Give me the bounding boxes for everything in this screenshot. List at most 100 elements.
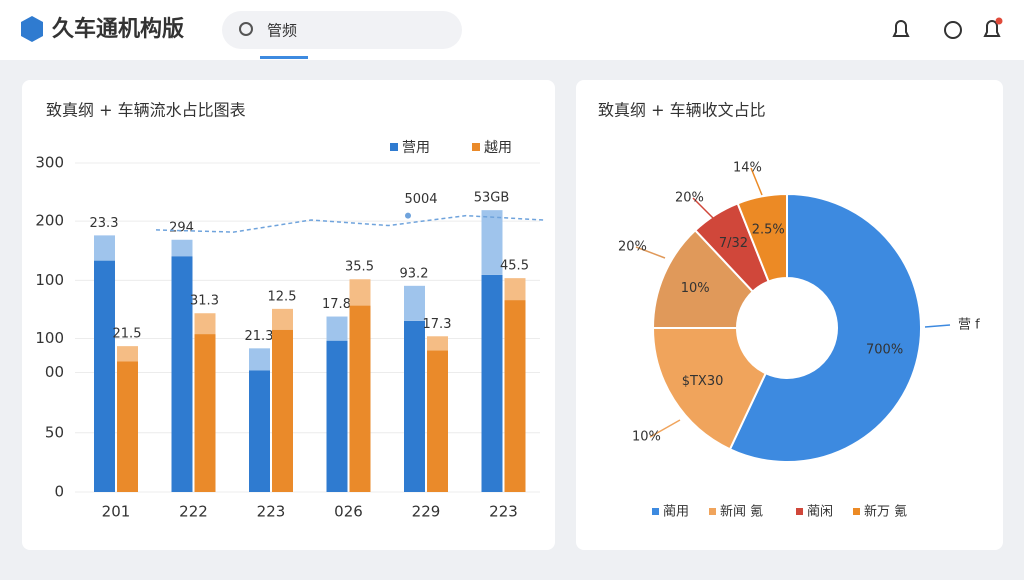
bar-label: 21.5 bbox=[113, 327, 142, 342]
bar-top bbox=[404, 285, 425, 321]
bar bbox=[117, 361, 138, 492]
bar-label: 12.5 bbox=[268, 289, 297, 304]
search-icon bbox=[239, 22, 253, 36]
x-tick-label: 223 bbox=[257, 503, 286, 521]
legend-swatch bbox=[652, 508, 659, 515]
bar-top bbox=[194, 313, 216, 335]
callout-label: 20% bbox=[618, 240, 647, 255]
bar-top bbox=[427, 336, 448, 351]
y-tick-label: 00 bbox=[45, 363, 64, 381]
bar bbox=[171, 256, 193, 492]
bar bbox=[427, 350, 448, 492]
bar bbox=[404, 320, 425, 492]
bar-label: 17.8 bbox=[322, 297, 351, 312]
y-tick-label: 50 bbox=[45, 423, 64, 441]
bar-label: 53GB bbox=[474, 191, 510, 206]
legend-label: 越用 bbox=[484, 140, 512, 156]
callout-label: 20% bbox=[675, 191, 704, 206]
pie-slice bbox=[736, 192, 788, 283]
bell-icon[interactable] bbox=[892, 20, 910, 37]
logo bbox=[21, 16, 43, 42]
bar bbox=[326, 340, 348, 492]
slice-label: $TX30 bbox=[682, 374, 724, 389]
pie-card bbox=[576, 80, 1003, 550]
y-tick-label: 100 bbox=[35, 271, 64, 289]
slice-label: 700% bbox=[866, 342, 903, 357]
x-tick-label: 223 bbox=[489, 503, 518, 521]
pie-chart: 700% 营 f $TX30 10% 10% 20% 7/32 20% 2.5% 14% 蔺用 新闻 … bbox=[618, 161, 980, 520]
legend-label: 新闻 氪 bbox=[720, 504, 763, 520]
y-tick-label: 200 bbox=[35, 212, 64, 230]
bar-title: 致真纲 + 车辆流水占比图表 bbox=[46, 101, 246, 120]
callout-label: 10% bbox=[632, 430, 661, 445]
tab-indicator bbox=[260, 56, 308, 59]
bar-top bbox=[481, 210, 503, 275]
legend-swatch bbox=[796, 508, 803, 515]
bar-label: 23.3 bbox=[90, 216, 119, 231]
bar bbox=[194, 334, 216, 492]
bar-label: 17.3 bbox=[423, 317, 452, 332]
bar-top bbox=[504, 278, 526, 301]
legend-label: 蔺闲 bbox=[807, 505, 833, 520]
bar-label: 93.2 bbox=[400, 266, 429, 281]
y-tick-label: 100 bbox=[35, 329, 64, 347]
slice-label: 10% bbox=[681, 281, 710, 296]
legend-swatch bbox=[853, 508, 860, 515]
bar-label: 45.5 bbox=[500, 259, 529, 274]
legend-swatch bbox=[472, 143, 480, 151]
bar-label: 31.3 bbox=[190, 294, 219, 309]
bar-top bbox=[272, 308, 293, 330]
legend-label: 蔺用 bbox=[663, 505, 689, 520]
y-tick-label: 0 bbox=[54, 483, 64, 501]
trend-marker bbox=[405, 212, 411, 219]
pie-title: 致真纲 + 车辆收文占比 bbox=[598, 101, 766, 120]
slice-label: 2.5% bbox=[752, 222, 785, 237]
chat-icon[interactable] bbox=[944, 21, 962, 39]
pie-slice bbox=[651, 228, 755, 329]
bar-top bbox=[249, 348, 270, 371]
legend-label: 新万 氪 bbox=[864, 504, 907, 520]
callout-line bbox=[649, 419, 681, 438]
callout-line bbox=[692, 197, 721, 226]
x-tick-label: 026 bbox=[334, 503, 363, 521]
bar bbox=[504, 300, 526, 492]
pie-slice bbox=[651, 327, 768, 451]
bar bbox=[94, 260, 115, 492]
header-bar bbox=[0, 0, 1024, 60]
legend-swatch bbox=[709, 508, 716, 515]
bar bbox=[349, 305, 371, 492]
app-title: 久车通机构版 bbox=[52, 16, 184, 42]
search-box[interactable] bbox=[222, 11, 462, 49]
x-tick-label: 201 bbox=[102, 503, 131, 521]
annotation: 5004 bbox=[404, 192, 437, 207]
bar bbox=[481, 274, 503, 492]
bar-label: 21.3 bbox=[245, 329, 274, 344]
callout-line bbox=[924, 324, 951, 328]
bar-top bbox=[326, 316, 348, 341]
legend-label: 营用 bbox=[402, 140, 430, 156]
bar-top bbox=[117, 346, 138, 362]
bar bbox=[249, 370, 270, 492]
callout-label: 14% bbox=[733, 161, 762, 176]
x-tick-label: 222 bbox=[179, 503, 208, 521]
bar-chart: 0 50 00 100 100 200 300 201 222 223 026 229 223 23.3 2… bbox=[35, 140, 544, 521]
trend-line bbox=[155, 214, 544, 233]
bar-label: 35.5 bbox=[345, 260, 374, 275]
callout-line bbox=[635, 246, 666, 259]
alert-icon[interactable] bbox=[983, 20, 1001, 37]
alert-dot bbox=[995, 17, 1003, 25]
search-placeholder: 管频 bbox=[267, 22, 297, 40]
y-tick-label: 300 bbox=[35, 154, 64, 172]
x-tick-label: 229 bbox=[412, 503, 441, 521]
bar bbox=[272, 329, 293, 492]
bar-top bbox=[171, 239, 193, 257]
bar-top bbox=[349, 279, 371, 306]
legend-swatch bbox=[390, 143, 398, 151]
pie-slice bbox=[728, 192, 922, 463]
bar-top bbox=[94, 235, 115, 261]
slice-label: 7/32 bbox=[719, 236, 748, 251]
callout-line bbox=[750, 167, 763, 196]
bar-label: 294 bbox=[169, 220, 194, 235]
